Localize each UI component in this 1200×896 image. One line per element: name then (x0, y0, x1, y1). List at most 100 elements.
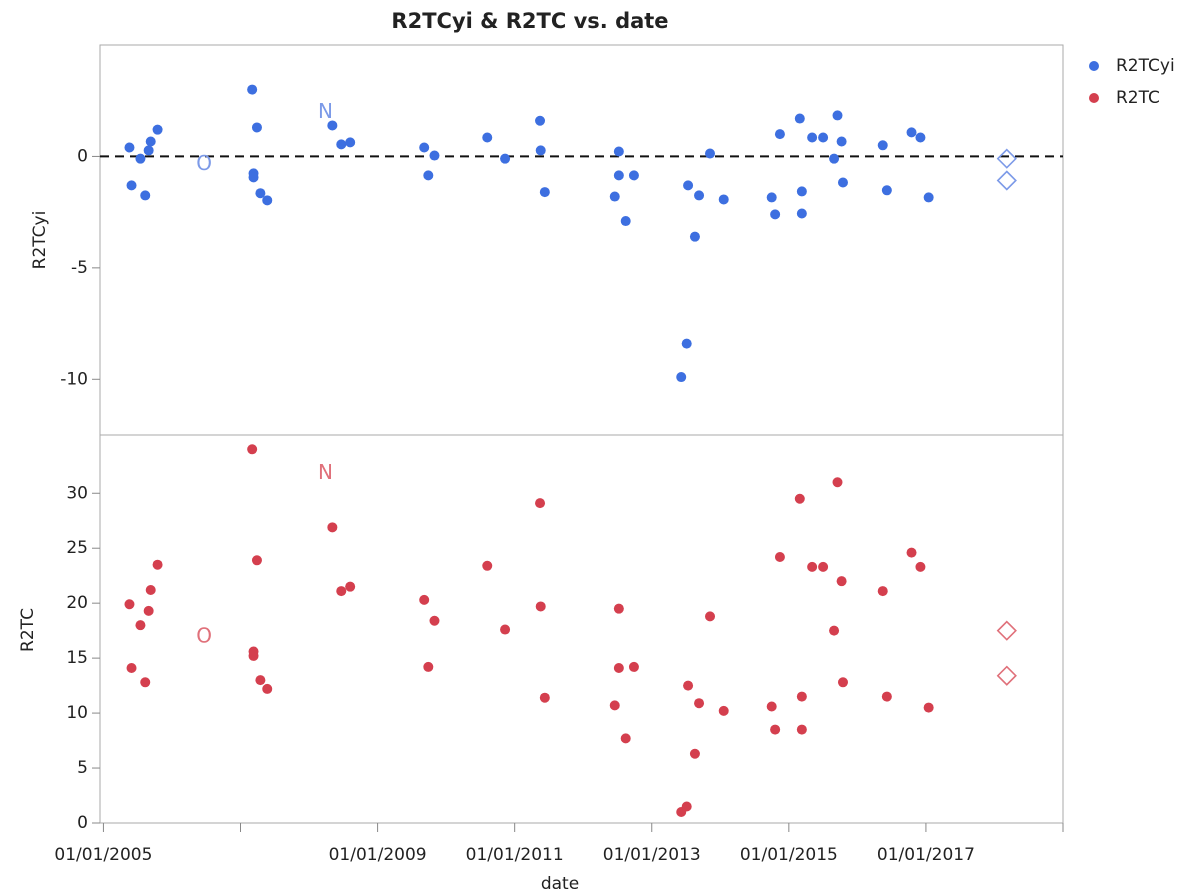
data-point (774, 552, 785, 563)
legend-label: R2TC (1116, 88, 1160, 108)
y-tick-label: 0 (77, 813, 88, 833)
data-point (683, 180, 694, 191)
data-point (539, 692, 550, 703)
data-point (143, 145, 154, 156)
data-point (628, 661, 639, 672)
y-tick-label: 25 (66, 538, 88, 558)
data-point (247, 444, 258, 455)
data-point (705, 148, 716, 159)
data-point (327, 120, 338, 131)
data-point (248, 646, 259, 657)
data-point (327, 522, 338, 533)
data-point (255, 675, 266, 686)
data-point (628, 170, 639, 181)
x-tick-label: 01/01/2011 (466, 845, 564, 865)
data-point (482, 132, 493, 143)
data-point (796, 691, 807, 702)
data-point (609, 700, 620, 711)
diamond-point (996, 148, 1017, 169)
y-axis-label: R2TCyi (30, 211, 50, 270)
data-point (126, 180, 137, 191)
data-point (770, 209, 781, 220)
data-point (336, 586, 347, 597)
data-point (906, 547, 917, 558)
data-point (718, 194, 729, 205)
data-point (923, 192, 934, 203)
data-point (143, 605, 154, 616)
data-point (140, 677, 151, 688)
data-point (535, 498, 546, 509)
data-point (881, 185, 892, 196)
data-point (881, 691, 892, 702)
y-tick-label: 10 (66, 703, 88, 723)
y-tick-label: 5 (77, 758, 88, 778)
data-point (152, 559, 163, 570)
data-point (807, 132, 818, 143)
data-point (152, 124, 163, 135)
diamond-point (996, 170, 1017, 191)
data-point (613, 146, 624, 157)
data-point (429, 615, 440, 626)
data-point (535, 115, 546, 126)
y-tick-label: 30 (66, 483, 88, 503)
data-point (705, 611, 716, 622)
data-point (620, 216, 631, 227)
data-point (500, 153, 511, 164)
y-axis-label: R2TC (18, 608, 38, 652)
data-point (829, 625, 840, 636)
data-point (832, 110, 843, 121)
data-point (796, 208, 807, 219)
data-point (140, 190, 151, 201)
data-point (837, 677, 848, 688)
data-point (681, 338, 692, 349)
data-point (718, 705, 729, 716)
data-point (770, 724, 781, 735)
x-tick-label: 01/01/2017 (877, 845, 975, 865)
x-tick-label: 01/01/2005 (54, 845, 152, 865)
y-tick-label: 15 (66, 648, 88, 668)
data-point (336, 139, 347, 150)
annotation: N (318, 99, 333, 123)
data-point (774, 129, 785, 140)
data-point (694, 698, 705, 709)
data-point (818, 132, 829, 143)
data-point (248, 172, 259, 183)
annotation: O (196, 624, 212, 648)
data-point (535, 601, 546, 612)
legend-marker (1089, 61, 1099, 71)
y-tick-label: 20 (66, 593, 88, 613)
data-point (613, 603, 624, 614)
data-point (766, 192, 777, 203)
data-point (124, 142, 135, 153)
data-point (423, 661, 434, 672)
data-point (877, 586, 888, 597)
diamond-point (996, 620, 1017, 641)
x-axis-label: date (541, 874, 579, 894)
data-point (124, 599, 135, 610)
y-tick-label: -5 (71, 258, 88, 278)
data-point (262, 683, 273, 694)
data-point (620, 733, 631, 744)
data-point (915, 561, 926, 572)
y-tick-label: 0 (77, 146, 88, 166)
data-point (694, 190, 705, 201)
data-point (429, 150, 440, 161)
data-point (681, 801, 692, 812)
data-point (539, 187, 550, 198)
data-point (906, 127, 917, 138)
annotation: N (318, 460, 333, 484)
data-point (676, 372, 687, 383)
data-point (807, 561, 818, 572)
data-point (818, 561, 829, 572)
data-point (126, 663, 137, 674)
data-point (915, 132, 926, 143)
data-point (689, 748, 700, 759)
data-point (689, 231, 700, 242)
diamond-point (996, 665, 1017, 686)
data-point (423, 170, 434, 181)
data-point (419, 142, 430, 153)
data-point (796, 724, 807, 735)
plot-frame (99, 44, 1064, 824)
data-point (794, 493, 805, 504)
